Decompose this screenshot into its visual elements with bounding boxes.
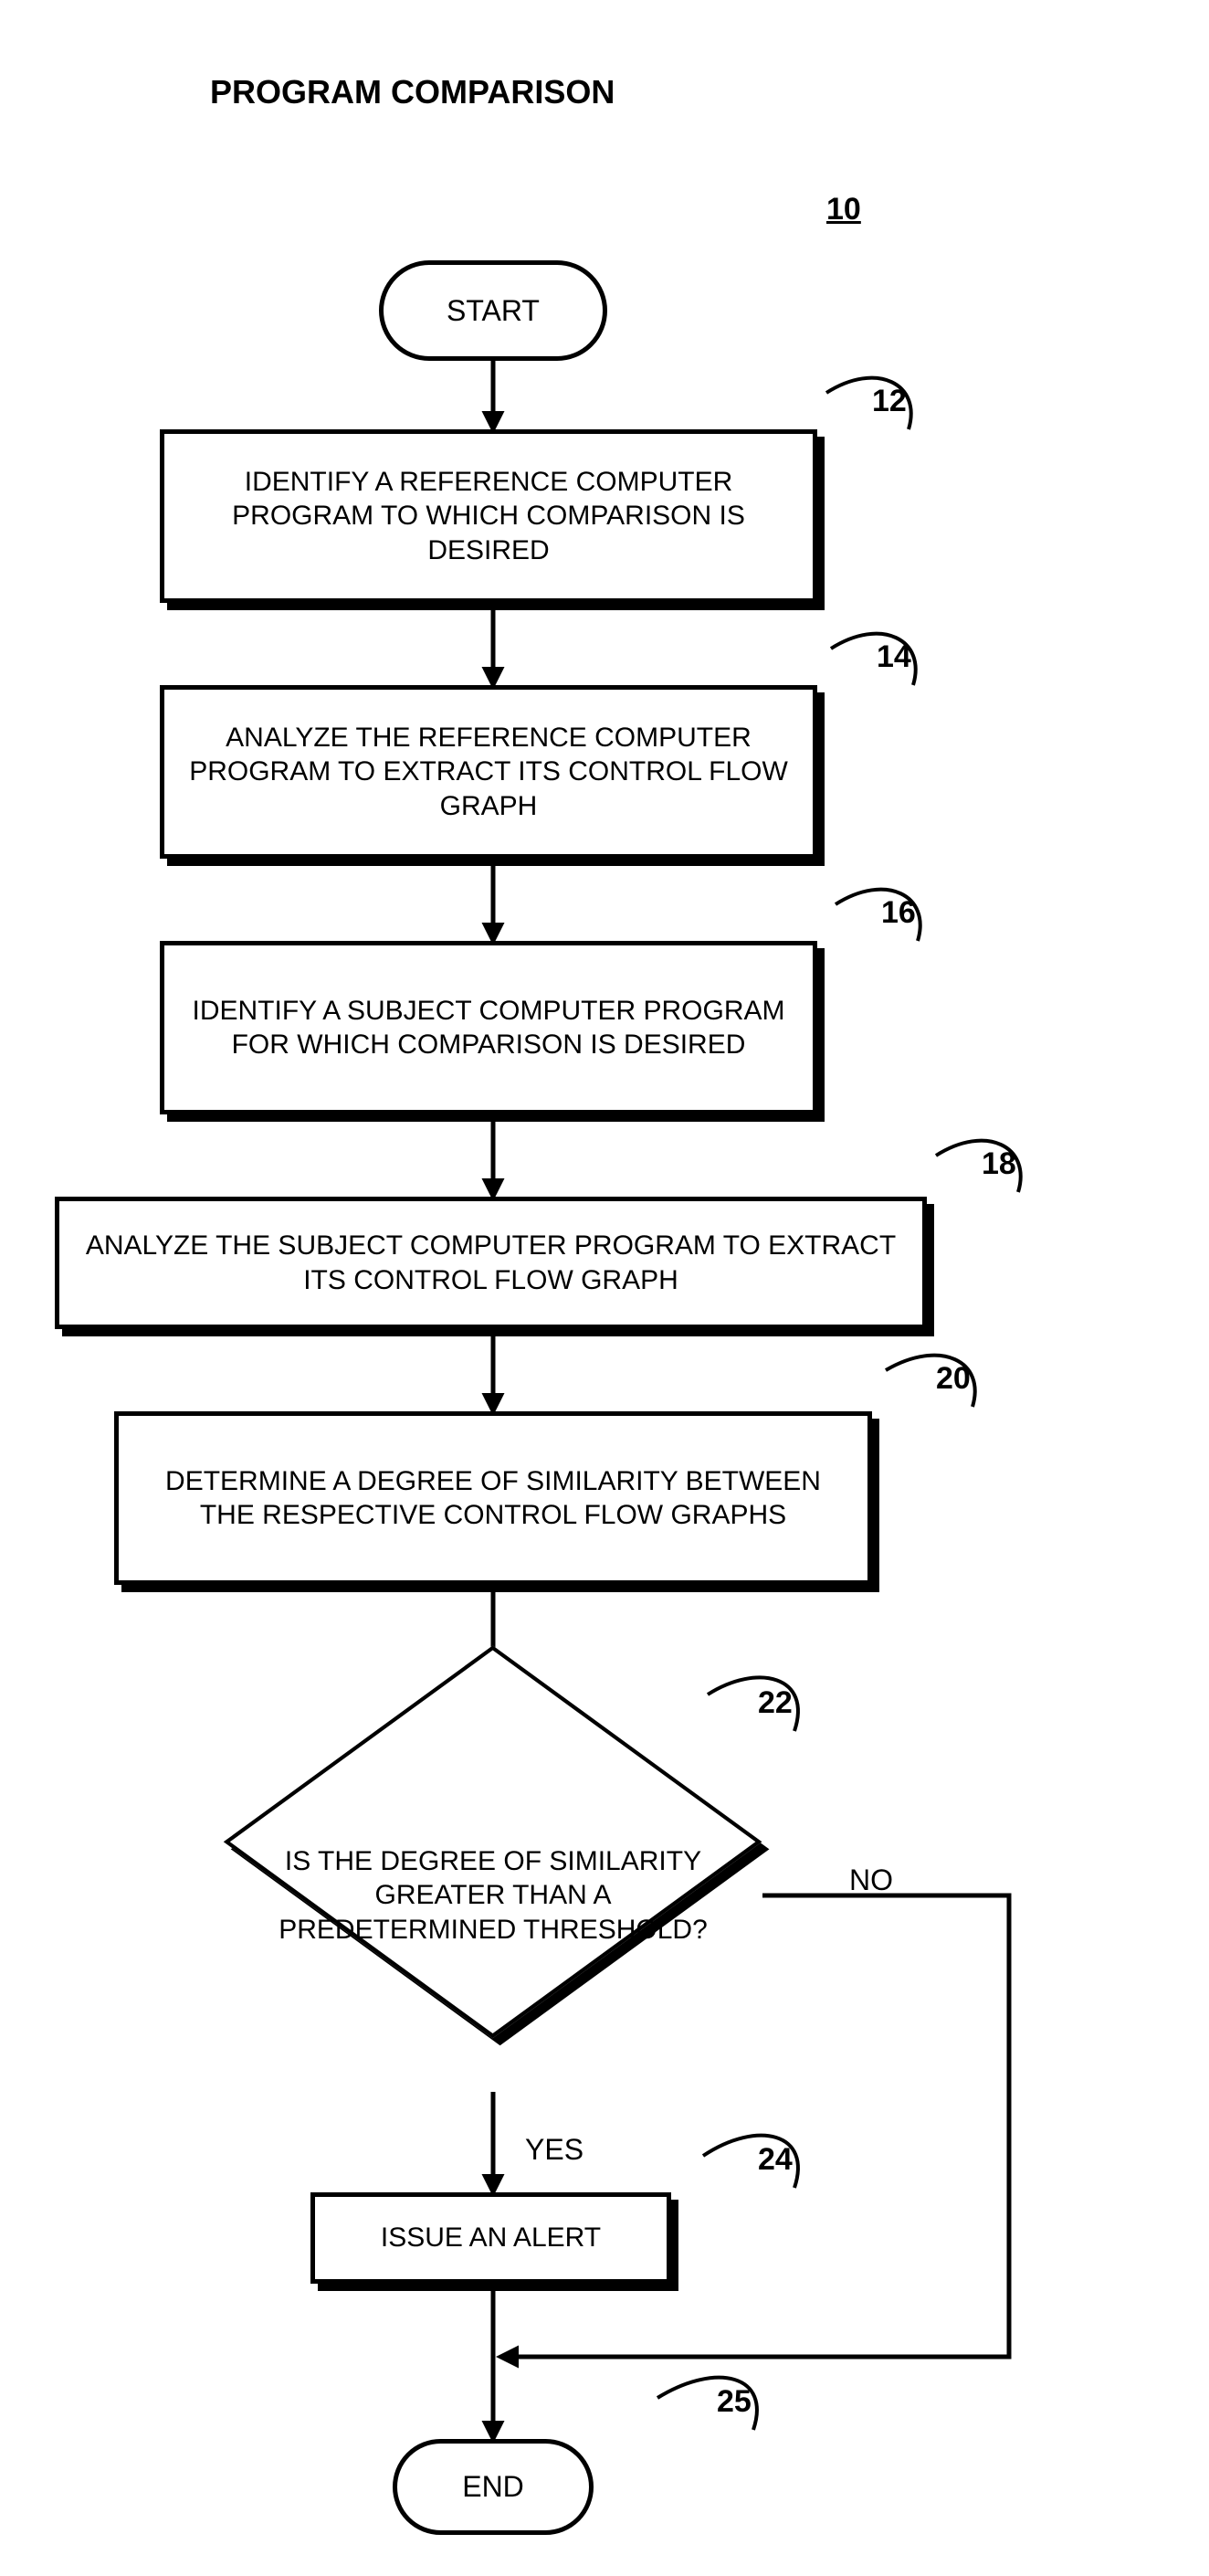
branch-yes-label: YES: [525, 2133, 583, 2167]
terminator-start: START: [379, 260, 607, 361]
ref-num-12: 12: [872, 384, 907, 419]
process-label-n24: ISSUE AN ALERT: [381, 2221, 601, 2255]
process-label-n18: ANALYZE THE SUBJECT COMPUTER PROGRAM TO …: [78, 1229, 904, 1297]
process-n24: ISSUE AN ALERT: [310, 2192, 671, 2284]
process-n18: ANALYZE THE SUBJECT COMPUTER PROGRAM TO …: [55, 1197, 927, 1329]
ref-num-24: 24: [758, 2142, 793, 2178]
process-label-n14: ANALYZE THE REFERENCE COMPUTER PROGRAM T…: [183, 721, 794, 824]
figure-reference: 10: [826, 192, 861, 227]
terminator-label-start: START: [447, 294, 540, 328]
process-n14: ANALYZE THE REFERENCE COMPUTER PROGRAM T…: [160, 685, 817, 859]
flowchart-canvas: PROGRAM COMPARISON 10 START IDENTIFY A REFE…: [0, 0, 1209, 2576]
process-label-n20: DETERMINE A DEGREE OF SIMILARITY BETWEEN…: [137, 1464, 849, 1533]
ref-num-20: 20: [936, 1361, 971, 1397]
ref-num-18: 18: [982, 1146, 1016, 1182]
process-label-n16: IDENTIFY A SUBJECT COMPUTER PROGRAM FOR …: [183, 994, 794, 1062]
branch-no-label: NO: [849, 1863, 893, 1897]
terminator-end: END: [393, 2439, 594, 2535]
ref-num-22: 22: [758, 1685, 793, 1721]
ref-num-25: 25: [717, 2384, 752, 2420]
process-n12: IDENTIFY A REFERENCE COMPUTER PROGRAM TO…: [160, 429, 817, 603]
diagram-title: PROGRAM COMPARISON: [210, 73, 615, 111]
ref-num-14: 14: [877, 639, 911, 675]
terminator-label-end: END: [462, 2470, 524, 2504]
decision-label-n22: IS THE DEGREE OF SIMILARITY GREATER THAN…: [274, 1777, 712, 2014]
process-n16: IDENTIFY A SUBJECT COMPUTER PROGRAM FOR …: [160, 941, 817, 1114]
process-n20: DETERMINE A DEGREE OF SIMILARITY BETWEEN…: [114, 1411, 872, 1585]
ref-num-16: 16: [881, 895, 916, 931]
process-label-n12: IDENTIFY A REFERENCE COMPUTER PROGRAM TO…: [183, 465, 794, 568]
